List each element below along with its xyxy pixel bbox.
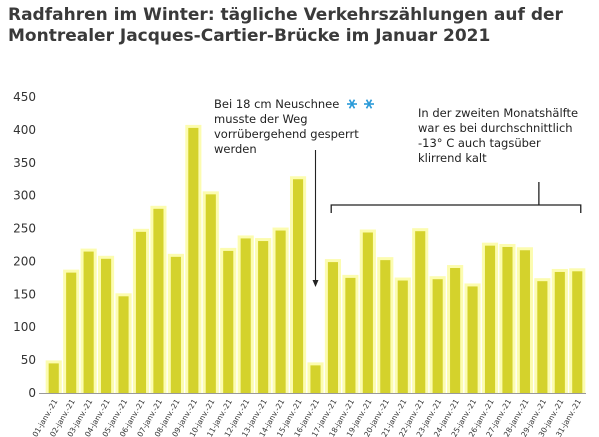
- bar: [205, 194, 216, 393]
- bar: [310, 365, 321, 393]
- bar: [554, 271, 565, 393]
- y-tick-label: 0: [28, 386, 36, 400]
- bar: [502, 246, 513, 393]
- bar: [275, 230, 286, 393]
- bar: [415, 231, 426, 393]
- annotation-bracket: [330, 182, 582, 213]
- bars-group: [45, 124, 586, 393]
- y-tick-label: 400: [13, 123, 36, 137]
- annotation-cold: In der zweiten Monatshälfte war es bei du…: [418, 106, 578, 165]
- bar: [450, 268, 461, 393]
- bar: [66, 272, 77, 393]
- bar: [380, 260, 391, 393]
- bar: [258, 241, 269, 393]
- snowflake-icon: [364, 99, 374, 109]
- bar: [327, 262, 339, 393]
- annotation-snow: Bei 18 cm Neuschnee musste der Weg vorrübe…: [214, 97, 359, 156]
- bar: [467, 286, 478, 393]
- snowflake-icon: [347, 99, 357, 109]
- y-axis: 0 50 100 150 200 250 300 350 400 450: [13, 90, 36, 400]
- bar: [572, 271, 583, 393]
- bar: [519, 250, 530, 393]
- snowflake-stroke: [365, 99, 373, 109]
- bar: [170, 256, 181, 393]
- annotations: Bei 18 cm Neuschnee musste der Weg vorrübe…: [214, 97, 582, 287]
- bar: [292, 179, 304, 393]
- bar: [362, 232, 373, 393]
- bar: [48, 363, 59, 393]
- bar: [397, 280, 408, 393]
- bar: [537, 281, 548, 393]
- chart-title-line-1: Radfahren im Winter: tägliche Verkehrszä…: [8, 5, 563, 25]
- bar: [223, 250, 234, 393]
- bar: [345, 277, 356, 393]
- snowflake-stroke: [348, 99, 356, 109]
- chart-title-line-2: Montrealer Jacques-Cartier-Brücke im Jan…: [8, 26, 491, 46]
- bar: [484, 245, 496, 393]
- y-tick-label: 250: [13, 222, 36, 236]
- y-tick-label: 450: [13, 90, 36, 104]
- y-tick-label: 100: [13, 320, 36, 334]
- bar: [240, 238, 251, 393]
- bar: [83, 251, 94, 393]
- y-tick-label: 150: [13, 287, 36, 301]
- y-tick-label: 200: [13, 254, 36, 268]
- arrow-head: [312, 280, 319, 287]
- bar: [118, 296, 129, 393]
- y-tick-label: 300: [13, 189, 36, 203]
- bar: [153, 208, 164, 393]
- bar: [188, 127, 199, 393]
- x-axis: 01-janv.-2102-janv.-2103-janv.-2104-janv…: [31, 393, 586, 437]
- y-tick-label: 350: [13, 156, 36, 170]
- bar: [432, 279, 443, 393]
- bar: [101, 258, 112, 393]
- y-tick-label: 50: [21, 353, 36, 367]
- bar: [135, 231, 147, 393]
